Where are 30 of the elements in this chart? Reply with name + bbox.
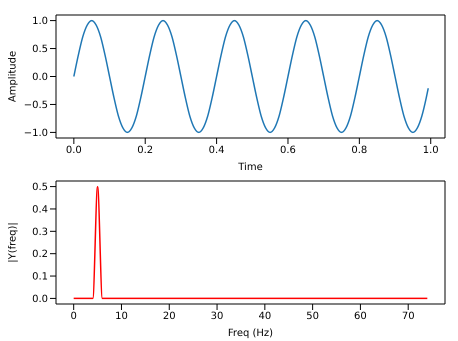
y-tick-label: 0.4 — [32, 204, 48, 216]
y-tick-label: 0.1 — [32, 272, 48, 283]
x-tick-label: 0.6 — [280, 145, 296, 156]
x-tick-label: 0.8 — [351, 145, 368, 156]
y-tick-label: 0.0 — [32, 72, 48, 84]
x-tick-label: 1.0 — [422, 145, 439, 156]
y-tick-label: 0.3 — [32, 226, 48, 238]
y-tick-label: 0.5 — [32, 44, 48, 56]
y-tick-label: −0.5 — [24, 100, 48, 112]
x-tick-label: 20 — [162, 311, 176, 322]
y-axis-title: Amplitude — [8, 50, 19, 102]
x-tick-label: 30 — [210, 311, 224, 322]
x-tick-label: 60 — [354, 311, 367, 322]
x-tick-label: 0 — [70, 311, 77, 322]
line-series — [73, 20, 429, 134]
y-tick-label: −1.0 — [24, 128, 48, 139]
x-tick-label: 70 — [402, 311, 415, 322]
y-tick-label: 0.5 — [32, 182, 48, 194]
y-tick-label: 0.0 — [32, 294, 48, 305]
x-tick-label: 0.0 — [66, 145, 82, 156]
x-tick-label: 0.4 — [208, 145, 225, 156]
x-axis-title: Time — [237, 162, 263, 173]
x-tick-label: 50 — [306, 311, 319, 322]
x-tick-label: 0.2 — [137, 145, 154, 156]
x-tick-label: 10 — [115, 311, 128, 322]
y-tick-label: 1.0 — [32, 16, 48, 28]
x-tick-label: 40 — [258, 311, 272, 322]
y-axis-title: |Y(freq)| — [8, 222, 19, 263]
y-tick-label: 0.2 — [32, 249, 48, 260]
x-axis-title: Freq (Hz) — [228, 328, 274, 339]
